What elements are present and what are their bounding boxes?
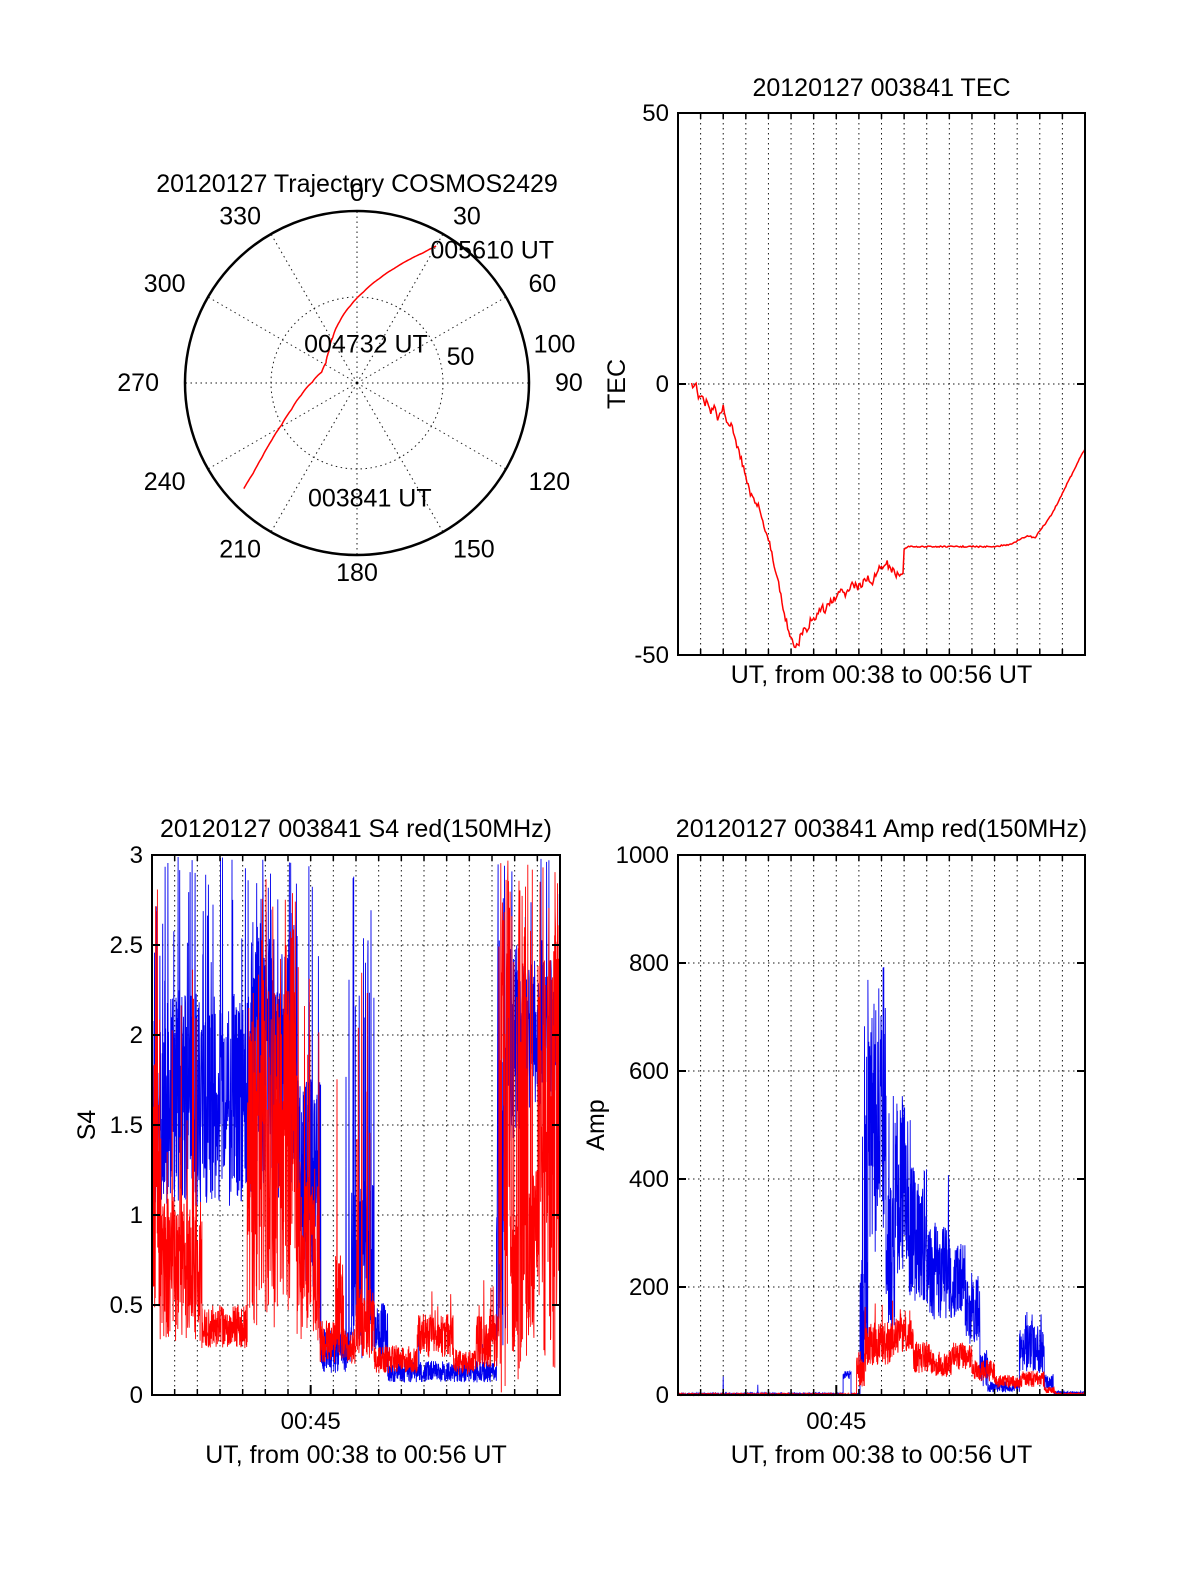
- azimuth-tick-label: 30: [453, 203, 481, 231]
- s4-title: 20120127 003841 S4 red(150MHz): [160, 815, 552, 843]
- tec-ylabel: TEC: [603, 359, 631, 409]
- s4-series-red: [151, 860, 561, 1393]
- tec-ytick-label: 0: [656, 371, 669, 398]
- amp-ytick-label: 800: [629, 950, 669, 977]
- s4-xlabel: UT, from 00:38 to 00:56 UT: [205, 1441, 507, 1469]
- azimuth-tick-label: 270: [117, 369, 159, 397]
- amp-ticks: 0 200 400 600 800 1000 00:45: [616, 842, 1085, 1435]
- amp-grid: [678, 855, 1085, 1395]
- tec-panel: 50 0 -50 20120127 003841 TEC UT, from 00:38 …: [603, 74, 1086, 689]
- amp-ytick-label: 600: [629, 1058, 669, 1085]
- amp-xlabel: UT, from 00:38 to 00:56 UT: [731, 1441, 1033, 1469]
- tec-grid: [678, 113, 1085, 655]
- s4-xtick-label: 00:45: [281, 1408, 341, 1435]
- s4-ytick-label: 0: [130, 1382, 143, 1409]
- radial-tick-label: 100: [534, 331, 576, 359]
- azimuth-tick-label: 120: [528, 468, 570, 496]
- radial-tick-label: 50: [447, 343, 475, 371]
- amp-title: 20120127 003841 Amp red(150MHz): [676, 815, 1087, 843]
- trajectory-path: [243, 245, 437, 489]
- tec-xlabel: UT, from 00:38 to 00:56 UT: [731, 661, 1033, 689]
- azimuth-tick-label: 330: [219, 203, 261, 231]
- tec-series-TEC: [690, 381, 1086, 649]
- azimuth-tick-label: 150: [453, 535, 495, 563]
- s4-ytick-label: 3: [130, 842, 143, 869]
- amp-xtick-label: 00:45: [806, 1408, 866, 1435]
- s4-ytick-label: 1.5: [110, 1112, 143, 1139]
- s4-ytick-label: 1: [130, 1202, 143, 1229]
- polar-outer-circle: [183, 209, 531, 557]
- azimuth-tick-label: 90: [555, 369, 583, 397]
- azimuth-tick-label: 60: [528, 270, 556, 298]
- tec-ytick-label: -50: [634, 642, 669, 669]
- polar-spoke: [207, 382, 358, 470]
- amp-ytick-label: 1000: [616, 842, 669, 869]
- azimuth-tick-label: 240: [144, 468, 186, 496]
- tec-ytick-label: 50: [642, 100, 669, 127]
- s4-ylabel: S4: [73, 1110, 101, 1141]
- polar-spoke: [207, 296, 358, 384]
- s4-ytick-label: 2.5: [110, 932, 143, 959]
- s4-ticks: 0 0.5 1 1.5 2 2.5 3 00:45: [110, 842, 560, 1435]
- polar-spoke: [356, 296, 507, 384]
- polar-inner-circle: [270, 296, 444, 470]
- azimuth-tick-label: 0: [350, 179, 364, 207]
- amp-ytick-label: 0: [656, 1382, 669, 1409]
- polar-grid: [185, 211, 529, 555]
- polar-spoke: [356, 233, 444, 384]
- s4-ytick-label: 0.5: [110, 1292, 143, 1319]
- s4-panel: 0 0.5 1 1.5 2 2.5 3 00:45 20120127 003841 S4 red…: [73, 815, 561, 1469]
- azimuth-tick-label: 300: [144, 270, 186, 298]
- amp-panel: 0 200 400 600 800 1000 00:45 20120127 003841 Am…: [582, 815, 1087, 1469]
- tec-ticks: 50 0 -50: [634, 100, 1085, 669]
- trajectory-annotation: 004732 UT: [304, 331, 428, 359]
- tec-title: 20120127 003841 TEC: [752, 74, 1010, 102]
- polar-spoke: [270, 382, 358, 533]
- azimuth-tick-label: 180: [336, 559, 378, 587]
- trajectory-panel: 0 30 60 90 120 150 180 210 240 270 300 330 50 100 0056…: [117, 170, 583, 587]
- amp-ytick-label: 200: [629, 1274, 669, 1301]
- amp-ylabel: Amp: [582, 1099, 610, 1150]
- trajectory-annotation: 003841 UT: [308, 485, 432, 513]
- polar-spoke: [270, 233, 358, 384]
- trajectory-title: 20120127 Trajectory COSMOS2429: [156, 170, 558, 198]
- trajectory-annotation: 005610 UT: [430, 237, 554, 265]
- polar-spoke: [356, 382, 444, 533]
- s4-series-blue: [151, 856, 561, 1383]
- amp-ytick-label: 400: [629, 1166, 669, 1193]
- azimuth-tick-label: 210: [219, 535, 261, 563]
- s4-ytick-label: 2: [130, 1022, 143, 1049]
